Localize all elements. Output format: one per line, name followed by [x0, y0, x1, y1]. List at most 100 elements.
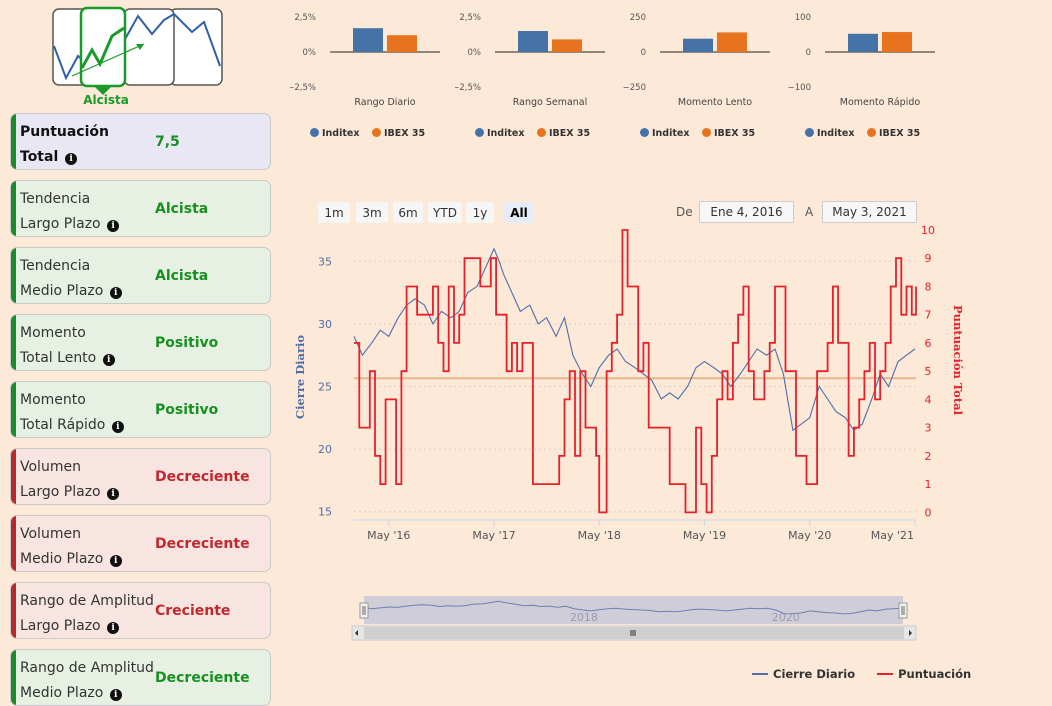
info-icon[interactable]: i	[109, 287, 122, 299]
card-accent-bar	[11, 315, 16, 370]
mini-chart-plot: 2,5% 0% −2,5% Rango Semanal	[455, 13, 605, 108]
legend-dot	[640, 128, 649, 137]
navigator-handle[interactable]	[359, 602, 369, 619]
mini-legend-item[interactable]: Inditex	[310, 128, 359, 139]
card-label-line1: Rango de Amplitud	[20, 660, 154, 676]
card-value: Positivo	[155, 335, 219, 351]
card-label-line2: Largo Plazo i	[20, 212, 170, 236]
from-date-input[interactable]: Ene 4, 2016	[699, 201, 794, 223]
card-value: Alcista	[155, 268, 209, 284]
card-accent-bar	[11, 516, 16, 571]
card-value: Creciente	[155, 603, 231, 619]
trend-label: Alcista	[83, 93, 129, 107]
score-series-line[interactable]	[354, 229, 917, 514]
range-button[interactable]: 1m	[318, 202, 350, 223]
mini-bar[interactable]	[882, 32, 912, 52]
legend-label: Cierre Diario	[773, 667, 856, 681]
main-legend: Cierre Diario Puntuación	[752, 667, 989, 681]
mini-bar[interactable]	[552, 39, 582, 52]
scrollbar-thumb[interactable]	[364, 627, 904, 639]
mini-legend-item[interactable]: IBEX 35	[867, 128, 920, 139]
info-icon[interactable]: i	[107, 622, 120, 634]
indicator-card: Rango de Amplitud Largo Plazo i Creciente	[10, 582, 271, 639]
mini-bar[interactable]	[683, 38, 713, 52]
mini-bar[interactable]	[717, 32, 747, 52]
legend-dot	[372, 128, 381, 137]
mini-legend-item[interactable]: IBEX 35	[372, 128, 425, 139]
card-label-line1: Rango de Amplitud	[20, 593, 154, 609]
mini-bar[interactable]	[848, 33, 878, 52]
card-label: Volumen Largo Plazo i	[20, 455, 170, 504]
info-icon[interactable]: i	[107, 220, 120, 232]
navigator-tick-label: 2020	[772, 611, 800, 624]
navigator-handle[interactable]	[898, 602, 908, 619]
mini-bar[interactable]	[387, 35, 417, 52]
x-tick-label: May '19	[683, 529, 726, 542]
legend-dot	[805, 128, 814, 137]
card-label-line2-text: Medio Plazo	[20, 685, 104, 701]
mini-legend-item[interactable]: IBEX 35	[702, 128, 755, 139]
mini-legend-item[interactable]: Inditex	[640, 128, 689, 139]
card-accent-bar	[11, 181, 16, 236]
mini-y-tick-label: 250	[630, 13, 646, 23]
card-label: Momento Total Rápido i	[20, 388, 170, 437]
indicator-card: Momento Total Rápido i Positivo	[10, 381, 271, 438]
left-y-tick-label: 25	[318, 381, 332, 394]
mini-chart: 100 0 −100 Momento Rápido Inditex IBEX 35	[785, 4, 945, 144]
main-chart: 15 20 25 30 35 0 1 2 3 4 5 6 7 8 9 10 May '16 May '17 May …	[293, 226, 965, 542]
card-label-line2-text: Largo Plazo	[20, 216, 101, 232]
range-button[interactable]: All	[504, 202, 534, 223]
card-accent-bar	[11, 382, 16, 437]
x-tick-label: May '21	[871, 529, 914, 542]
card-label: Momento Total Lento i	[20, 321, 170, 370]
mini-legend-label: Inditex	[652, 128, 690, 139]
scroll-left-arrow-icon[interactable]	[355, 630, 358, 636]
mini-y-tick-label: −100	[788, 83, 811, 93]
legend-dot	[475, 128, 484, 137]
range-button[interactable]: 3m	[356, 202, 388, 223]
mini-y-tick-label: 0%	[303, 48, 317, 58]
card-label-line2: Largo Plazo i	[20, 480, 170, 504]
info-icon[interactable]: i	[109, 689, 122, 701]
right-y-tick-label: 1	[925, 478, 932, 491]
mini-bar[interactable]	[353, 28, 383, 52]
card-label-line2: Total Lento i	[20, 346, 170, 370]
range-button[interactable]: 6m	[393, 202, 423, 223]
info-icon[interactable]: i	[111, 421, 124, 433]
mini-bar[interactable]	[518, 31, 548, 52]
card-label-line2: Total i	[20, 145, 170, 169]
card-label-line1: Tendencia	[20, 258, 91, 274]
card-accent-bar	[11, 248, 16, 303]
card-label-line2: Medio Plazo i	[20, 547, 170, 571]
navigator[interactable]: 2018 2020	[350, 594, 920, 644]
mini-legend-item[interactable]: Inditex	[805, 128, 854, 139]
right-y-tick-label: 0	[925, 506, 932, 519]
range-button[interactable]: YTD	[428, 202, 462, 223]
mini-legend-item[interactable]: IBEX 35	[537, 128, 590, 139]
card-label-line1: Volumen	[20, 526, 81, 542]
range-button[interactable]: 1y	[466, 202, 494, 223]
card-value: Alcista	[155, 201, 209, 217]
info-icon[interactable]: i	[107, 488, 120, 500]
legend-item-close[interactable]: Cierre Diario	[752, 667, 855, 681]
indicator-card: Tendencia Medio Plazo i Alcista	[10, 247, 271, 304]
info-icon[interactable]: i	[65, 153, 78, 165]
mini-legend-label: IBEX 35	[714, 128, 756, 139]
card-label: Volumen Medio Plazo i	[20, 522, 170, 571]
mini-chart: 2,5% 0% −2,5% Rango Diario Inditex IBEX 35	[290, 4, 450, 144]
mini-legend-item[interactable]: Inditex	[475, 128, 524, 139]
right-y-tick-label: 7	[925, 309, 932, 322]
card-label: Tendencia Largo Plazo i	[20, 187, 170, 236]
info-icon[interactable]: i	[109, 555, 122, 567]
mini-y-tick-label: 2,5%	[294, 13, 316, 23]
scroll-right-arrow-icon[interactable]	[909, 630, 912, 636]
card-label-line2: Medio Plazo i	[20, 279, 170, 303]
card-value: 7,5	[155, 134, 180, 150]
info-icon[interactable]: i	[102, 354, 115, 366]
right-y-tick-label: 3	[925, 422, 932, 435]
legend-item-score[interactable]: Puntuación	[877, 667, 971, 681]
legend-dot	[537, 128, 546, 137]
to-date-input[interactable]: May 3, 2021	[822, 201, 917, 223]
right-y-tick-label: 6	[925, 337, 932, 350]
mini-legend-label: Inditex	[487, 128, 525, 139]
